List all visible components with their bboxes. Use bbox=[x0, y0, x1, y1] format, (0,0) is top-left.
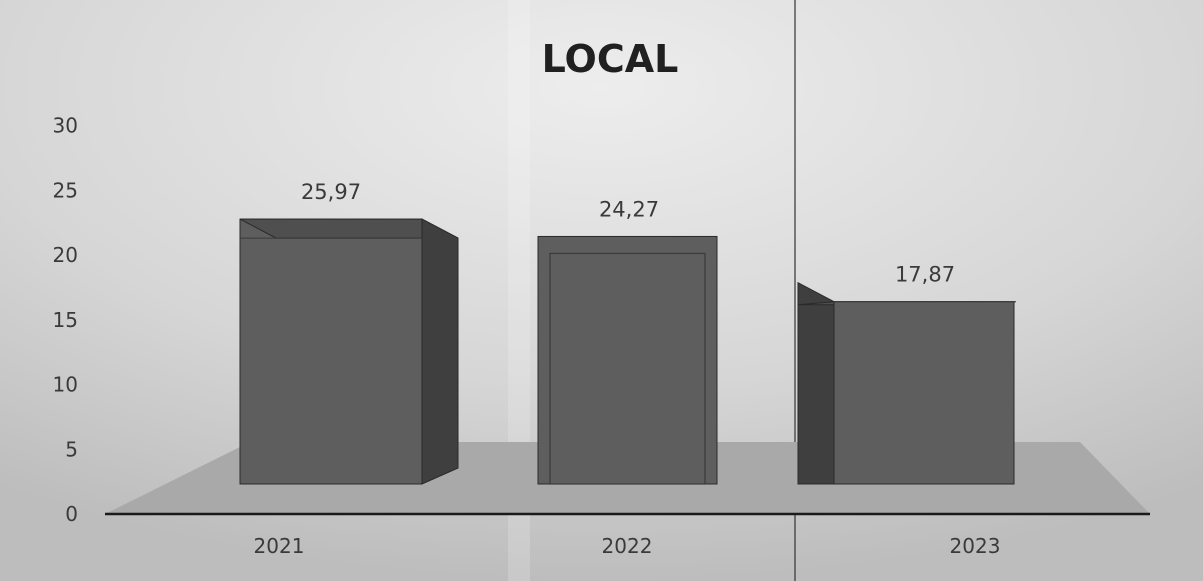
bar-front-face bbox=[833, 301, 1015, 485]
data-label: 17,87 bbox=[895, 263, 955, 287]
x-category-label: 2022 bbox=[602, 534, 653, 558]
bar-2023 bbox=[797, 281, 1017, 485]
bar-front-face bbox=[537, 235, 718, 485]
y-tick-label: 25 bbox=[53, 178, 78, 202]
scan-streak bbox=[508, 0, 530, 581]
y-tick-label: 15 bbox=[53, 308, 78, 332]
bar-front-face bbox=[239, 218, 423, 485]
bar-bevel bbox=[549, 252, 706, 485]
bar-side-face bbox=[421, 218, 459, 485]
bar-2021 bbox=[239, 218, 459, 485]
x-category-label: 2023 bbox=[950, 534, 1001, 558]
y-tick-label: 30 bbox=[53, 114, 78, 138]
y-tick-label: 0 bbox=[65, 502, 78, 526]
bar-side-face bbox=[797, 281, 835, 485]
chart-title: LOCAL bbox=[542, 37, 679, 81]
y-tick-label: 10 bbox=[53, 373, 78, 397]
data-label: 25,97 bbox=[301, 180, 361, 204]
data-label: 24,27 bbox=[599, 197, 659, 221]
x-category-label: 2021 bbox=[254, 534, 305, 558]
bar-2022 bbox=[537, 235, 718, 485]
y-tick-label: 20 bbox=[53, 243, 78, 267]
y-tick-label: 5 bbox=[65, 437, 78, 461]
